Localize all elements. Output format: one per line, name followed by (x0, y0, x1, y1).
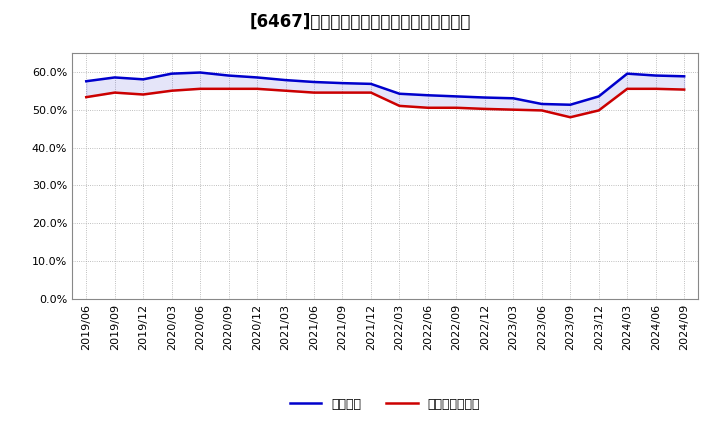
固定比率 (225, 73, 233, 78)
固定長期適合率 (509, 107, 518, 112)
固定比率 (110, 75, 119, 80)
固定比率 (452, 94, 461, 99)
固定比率 (196, 70, 204, 75)
固定比率 (509, 95, 518, 101)
固定長期適合率 (480, 106, 489, 112)
固定比率 (338, 81, 347, 86)
固定長期適合率 (139, 92, 148, 97)
Legend: 固定比率, 固定長期適合率: 固定比率, 固定長期適合率 (285, 393, 485, 416)
固定長期適合率 (338, 90, 347, 95)
固定比率 (366, 81, 375, 87)
固定長期適合率 (423, 105, 432, 110)
固定比率 (167, 71, 176, 76)
固定長期適合率 (82, 95, 91, 100)
固定比率 (139, 77, 148, 82)
固定長期適合率 (167, 88, 176, 93)
固定長期適合率 (395, 103, 404, 109)
固定比率 (423, 92, 432, 98)
固定長期適合率 (310, 90, 318, 95)
固定長期適合率 (196, 86, 204, 92)
固定比率 (395, 91, 404, 96)
固定比率 (652, 73, 660, 78)
固定長期適合率 (652, 86, 660, 92)
固定比率 (480, 95, 489, 100)
固定長期適合率 (623, 86, 631, 92)
固定長期適合率 (282, 88, 290, 93)
固定長期適合率 (253, 86, 261, 92)
固定比率 (282, 77, 290, 83)
固定比率 (310, 79, 318, 84)
固定長期適合率 (595, 108, 603, 113)
Line: 固定長期適合率: 固定長期適合率 (86, 89, 684, 117)
Text: [6467]　固定比率、固定長期適合率の推移: [6467] 固定比率、固定長期適合率の推移 (249, 13, 471, 31)
固定長期適合率 (680, 87, 688, 92)
固定長期適合率 (566, 114, 575, 120)
固定長期適合率 (452, 105, 461, 110)
固定比率 (253, 75, 261, 80)
固定比率 (623, 71, 631, 76)
固定比率 (566, 102, 575, 107)
固定比率 (595, 94, 603, 99)
固定比率 (82, 79, 91, 84)
固定比率 (680, 73, 688, 79)
固定長期適合率 (225, 86, 233, 92)
固定長期適合率 (110, 90, 119, 95)
固定長期適合率 (366, 90, 375, 95)
固定比率 (537, 101, 546, 106)
Line: 固定比率: 固定比率 (86, 73, 684, 105)
固定長期適合率 (537, 108, 546, 113)
